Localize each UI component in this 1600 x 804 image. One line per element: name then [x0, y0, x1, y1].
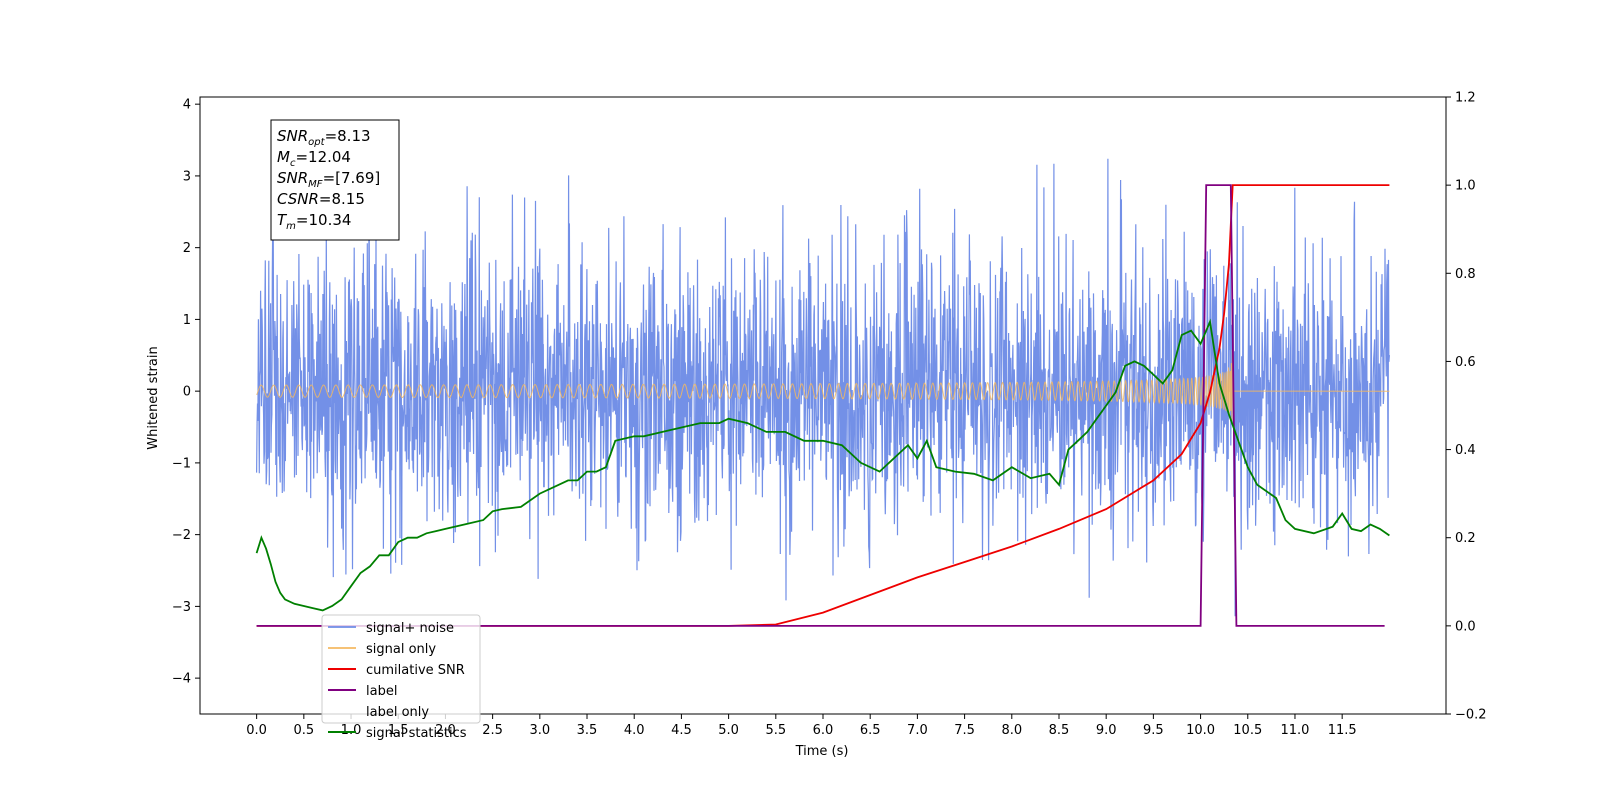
x-tick-label: 10.5: [1233, 723, 1262, 738]
y-tick-label: 4: [183, 98, 191, 113]
label-line: [256, 184, 1385, 627]
y2-tick-label: 1.0: [1455, 179, 1476, 194]
x-tick-label: 11.5: [1328, 723, 1357, 738]
x-tick-label: 7.5: [954, 723, 975, 738]
y-tick-label: −3: [172, 600, 191, 615]
y-tick-label: 0: [183, 385, 191, 400]
info-line: SNRopt=8.13: [277, 127, 371, 148]
x-tick-label: 2.0: [435, 723, 456, 738]
info-box-frame: [270, 119, 400, 241]
y-tick-label: 1: [183, 313, 191, 328]
x-tick-label: 6.0: [813, 723, 834, 738]
info-value: =8.15: [319, 190, 365, 208]
info-box: SNRopt=8.13Mc=12.04SNRMF=[7.69]CSNR=8.15…: [270, 119, 400, 241]
x-tick-label: 0.0: [246, 723, 267, 738]
info-symbol: CSNR: [277, 190, 319, 208]
info-line: Mc=12.04: [277, 148, 351, 169]
x-tick-label: 4.5: [671, 723, 692, 738]
info-value: =10.34: [296, 211, 352, 229]
y-tick-label: −2: [172, 528, 191, 543]
legend-entry: signal+ noise: [366, 621, 454, 636]
info-line: Tm=10.34: [277, 211, 351, 232]
signal-only-line: [256, 349, 1390, 421]
y-tick-label: 2: [183, 241, 191, 256]
info-subscript: m: [286, 221, 296, 232]
series-layer: [255, 158, 1390, 627]
info-symbol: T: [277, 211, 288, 229]
axes-layer: 0.0 0.5 1.0 1.5 2.0 2.5 3.0 3.5 4.0 4.5 5.0 5.5 6.0 6…: [172, 91, 1487, 739]
x-tick-label: 6.5: [860, 723, 881, 738]
y-tick-label: 3: [183, 169, 191, 184]
x-tick-label: 10.0: [1186, 723, 1215, 738]
x-tick-label: 5.5: [765, 723, 786, 738]
y2-tick-label: 0.6: [1455, 355, 1476, 370]
y2-tick-label: 0.8: [1455, 267, 1476, 282]
legend: signal+ noise signal only cumilative SNR la…: [321, 614, 481, 741]
x-tick-label: 1.0: [341, 723, 362, 738]
info-subscript: MF: [308, 179, 323, 190]
legend-entry: label: [366, 684, 397, 699]
x-tick-label: 9.5: [1143, 723, 1164, 738]
info-value: =12.04: [295, 148, 351, 166]
y-tick-label: −1: [172, 456, 191, 471]
info-symbol: M: [277, 148, 290, 166]
info-line: SNRMF=[7.69]: [277, 169, 380, 190]
y2-tick-label: 0.0: [1455, 619, 1476, 634]
y2-tick-label: −0.2: [1455, 708, 1487, 723]
legend-entry: signal statistics: [366, 726, 467, 741]
x-tick-label: 8.0: [1001, 723, 1022, 738]
signal-noise-line: [256, 158, 1390, 617]
legend-frame: [321, 614, 481, 724]
x-axis-label: Time (s): [795, 744, 849, 759]
y-tick-label: −4: [172, 672, 191, 687]
legend-entry: signal only: [366, 642, 436, 657]
signal-statistics-line: [255, 318, 1390, 612]
info-value: =[7.69]: [323, 169, 381, 187]
info-subscript: opt: [308, 137, 325, 148]
y2-tick-label: 1.2: [1455, 91, 1476, 106]
cumulative-snr-line: [256, 184, 1390, 627]
x-tick-label: 2.5: [482, 723, 503, 738]
x-tick-label: 0.5: [293, 723, 314, 738]
info-symbol: SNR: [277, 169, 308, 187]
x-tick-label: 11.0: [1280, 723, 1309, 738]
legend-entry: cumilative SNR: [366, 663, 465, 678]
y-axis-label: Whitened strain: [146, 346, 161, 449]
x-tick-label: 9.0: [1096, 723, 1117, 738]
y2-tick-label: 0.2: [1455, 531, 1476, 546]
info-subscript: c: [290, 158, 296, 169]
info-value: =8.13: [325, 127, 371, 145]
x-tick-label: 4.0: [624, 723, 645, 738]
legend-entry: label only: [366, 705, 429, 720]
info-line: CSNR=8.15: [277, 190, 365, 208]
x-tick-label: 1.5: [388, 723, 409, 738]
x-tick-label: 5.0: [718, 723, 739, 738]
x-tick-label: 8.5: [1049, 723, 1070, 738]
x-tick-label: 7.0: [907, 723, 928, 738]
info-symbol: SNR: [277, 127, 308, 145]
y2-tick-label: 0.4: [1455, 443, 1476, 458]
x-tick-label: 3.0: [529, 723, 550, 738]
x-tick-label: 3.5: [577, 723, 598, 738]
